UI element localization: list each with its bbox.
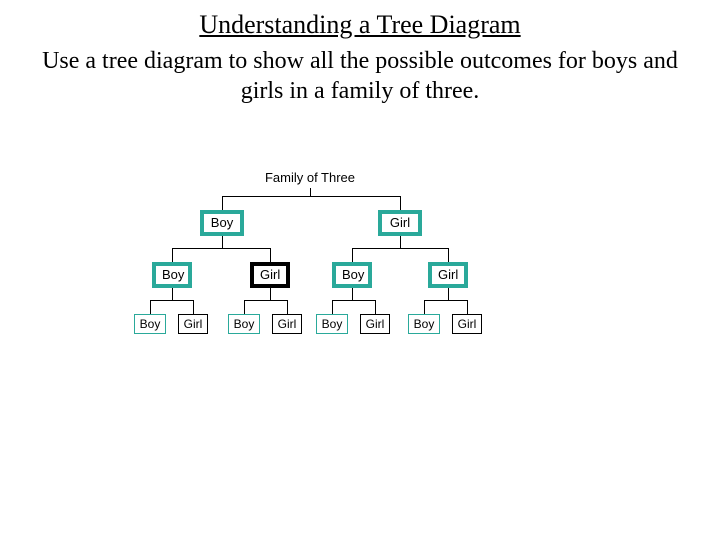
diagram-caption: Family of Three — [110, 170, 510, 185]
tree-node: Boy — [228, 314, 260, 334]
connector — [172, 248, 270, 249]
tree-node: Girl — [178, 314, 208, 334]
connector — [270, 288, 271, 300]
connector — [172, 248, 173, 262]
tree-node: Girl — [452, 314, 482, 334]
page-subtitle: Use a tree diagram to show all the possi… — [30, 46, 690, 106]
connector — [222, 236, 223, 248]
tree-diagram: Family of Three BoyGirlBoyGirlBoyGirlBoy… — [110, 170, 510, 370]
tree-node: Boy — [332, 262, 372, 288]
connector — [375, 300, 376, 314]
connector — [424, 300, 425, 314]
connector — [244, 300, 245, 314]
connector — [270, 248, 271, 262]
connector — [332, 300, 375, 301]
tree-node: Girl — [428, 262, 468, 288]
tree-node: Boy — [200, 210, 244, 236]
connector — [222, 196, 400, 197]
connector — [222, 196, 223, 210]
page-title: Understanding a Tree Diagram — [0, 10, 720, 40]
connector — [467, 300, 468, 314]
tree-node: Girl — [360, 314, 390, 334]
connector — [172, 288, 173, 300]
connector — [332, 300, 333, 314]
tree-node: Boy — [408, 314, 440, 334]
tree-node: Girl — [272, 314, 302, 334]
connector — [352, 248, 353, 262]
connector — [448, 288, 449, 300]
tree-node: Boy — [152, 262, 192, 288]
connector — [150, 300, 193, 301]
tree-node: Girl — [378, 210, 422, 236]
connector — [150, 300, 151, 314]
connector — [193, 300, 194, 314]
tree-node: Girl — [250, 262, 290, 288]
connector — [352, 288, 353, 300]
connector — [352, 248, 448, 249]
connector — [310, 188, 311, 196]
tree-node: Boy — [316, 314, 348, 334]
connector — [400, 196, 401, 210]
connector — [448, 248, 449, 262]
connector — [400, 236, 401, 248]
connector — [424, 300, 467, 301]
connector — [287, 300, 288, 314]
connector — [244, 300, 287, 301]
tree-node: Boy — [134, 314, 166, 334]
